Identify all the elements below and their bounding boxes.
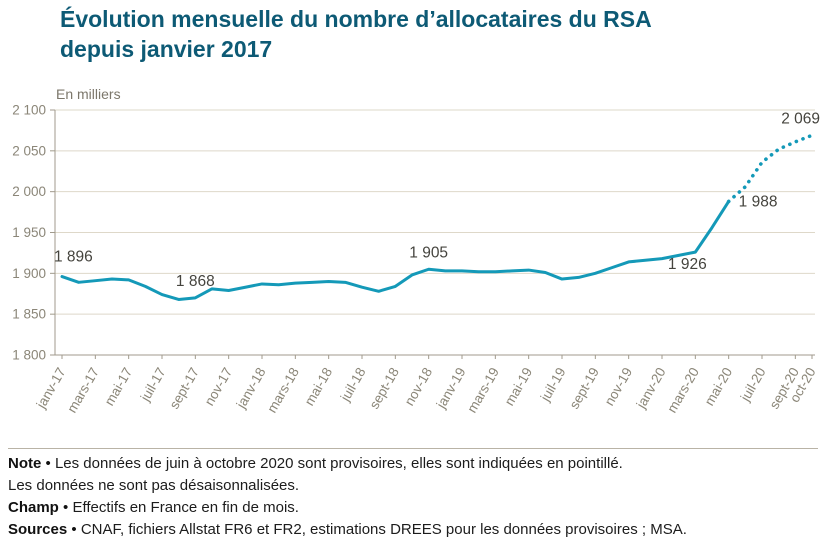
svg-text:nov-17: nov-17 (202, 365, 236, 408)
svg-text:nov-18: nov-18 (402, 365, 436, 408)
svg-text:1 905: 1 905 (409, 244, 448, 261)
svg-text:2 000: 2 000 (12, 184, 46, 199)
note-label: Note (8, 455, 42, 472)
svg-text:1 900: 1 900 (12, 266, 46, 281)
rsa-line-chart: 1 800 1 850 1 900 1 950 2 000 2 050 2 100 janv-… (12, 103, 820, 416)
svg-text:1 988: 1 988 (739, 193, 778, 210)
svg-text:mai-20: mai-20 (702, 365, 736, 408)
note-text: Les données de juin à octobre 2020 sont … (54, 455, 623, 472)
note-line-1: Note • Les données de juin à octobre 202… (8, 453, 820, 475)
svg-text:sept-19: sept-19 (566, 365, 602, 411)
chart-title-line1: Évolution mensuelle du nombre d’allocata… (60, 6, 652, 32)
svg-text:2 050: 2 050 (12, 143, 46, 158)
svg-text:mai-18: mai-18 (302, 365, 336, 408)
svg-text:sept-18: sept-18 (366, 365, 402, 411)
svg-text:juil-19: juil-19 (537, 365, 569, 405)
svg-text:janv-19: janv-19 (433, 365, 469, 412)
champ-bullet: • (63, 499, 69, 516)
svg-text:mai-19: mai-19 (502, 365, 536, 408)
svg-text:janv-17: janv-17 (33, 365, 69, 412)
chart-title: Évolution mensuelle du nombre d’allocata… (60, 4, 652, 64)
svg-text:mars-17: mars-17 (64, 365, 102, 415)
sources-line: Sources • CNAF, fichiers Allstat FR6 et … (8, 519, 820, 541)
sources-label: Sources (8, 521, 68, 538)
svg-text:nov-19: nov-19 (602, 365, 636, 408)
champ-text: Effectifs en France en fin de mois. (72, 499, 299, 516)
svg-text:janv-20: janv-20 (633, 365, 669, 412)
svg-text:1 850: 1 850 (12, 307, 46, 322)
svg-text:2 100: 2 100 (12, 103, 46, 118)
svg-text:1 800: 1 800 (12, 348, 46, 363)
svg-text:juil-20: juil-20 (737, 365, 769, 405)
svg-text:sept-17: sept-17 (166, 365, 202, 411)
champ-line: Champ • Effectifs en France en fin de mo… (8, 497, 820, 519)
divider (8, 448, 818, 449)
svg-text:mars-18: mars-18 (264, 365, 302, 415)
svg-text:janv-18: janv-18 (233, 365, 269, 412)
svg-text:2 069: 2 069 (781, 110, 820, 127)
svg-text:juil-17: juil-17 (137, 365, 169, 405)
svg-text:1 950: 1 950 (12, 225, 46, 240)
svg-text:mars-19: mars-19 (464, 365, 502, 415)
note-line-2: Les données ne sont pas désaisonnalisées… (8, 477, 300, 494)
notes: Note • Les données de juin à octobre 202… (8, 453, 820, 541)
svg-text:1 926: 1 926 (668, 256, 707, 273)
unit-label: En milliers (56, 86, 121, 102)
chart-title-line2: depuis janvier 2017 (60, 36, 273, 62)
svg-text:juil-18: juil-18 (337, 365, 369, 405)
champ-label: Champ (8, 499, 59, 516)
svg-text:1 868: 1 868 (176, 273, 215, 290)
svg-text:mars-20: mars-20 (664, 365, 702, 415)
sources-text: CNAF, fichiers Allstat FR6 et FR2, estim… (80, 521, 687, 538)
svg-text:mai-17: mai-17 (102, 365, 136, 408)
svg-text:1 896: 1 896 (54, 249, 93, 266)
note-bullet: • (45, 455, 51, 472)
sources-bullet: • (71, 521, 77, 538)
